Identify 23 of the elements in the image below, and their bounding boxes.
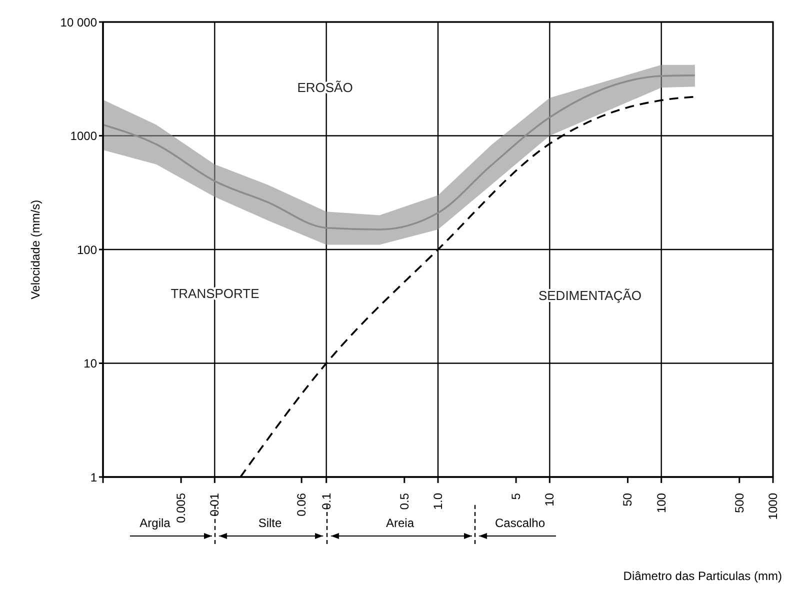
x-tick-label: 1.0 <box>431 492 445 510</box>
x-tick-label: 500 <box>732 492 746 514</box>
x-tick-label: 5 <box>509 492 524 500</box>
y-tick-label: 10 000 <box>60 15 98 30</box>
y-tick-label: 10 <box>84 356 98 371</box>
y-axis-title: Velocidade (mm/s) <box>28 200 42 300</box>
y-tick-label: 1000 <box>70 129 98 144</box>
x-tick-label: 1000 <box>766 492 780 520</box>
text: Silte <box>258 516 282 530</box>
text: Cascalho <box>494 516 546 530</box>
x-tick-label: 50 <box>620 492 635 506</box>
text: Argila <box>140 516 171 530</box>
y-tick-label: 1 <box>90 470 98 484</box>
x-tick-label: 10 <box>542 492 557 506</box>
x-tick-label: 0.01 <box>208 492 222 516</box>
x-tick-label: 100 <box>654 492 668 514</box>
y-tick-label: 100 <box>76 242 98 257</box>
x-tick-label: 0.1 <box>319 492 334 510</box>
x-tick-label: 0.005 <box>174 492 188 524</box>
text: Areia <box>386 516 414 530</box>
x-tick-label: 0.5 <box>397 492 412 510</box>
x-tick-label: 0.06 <box>294 492 309 516</box>
x-axis-title: Diâmetro das Particulas (mm) <box>623 569 782 583</box>
